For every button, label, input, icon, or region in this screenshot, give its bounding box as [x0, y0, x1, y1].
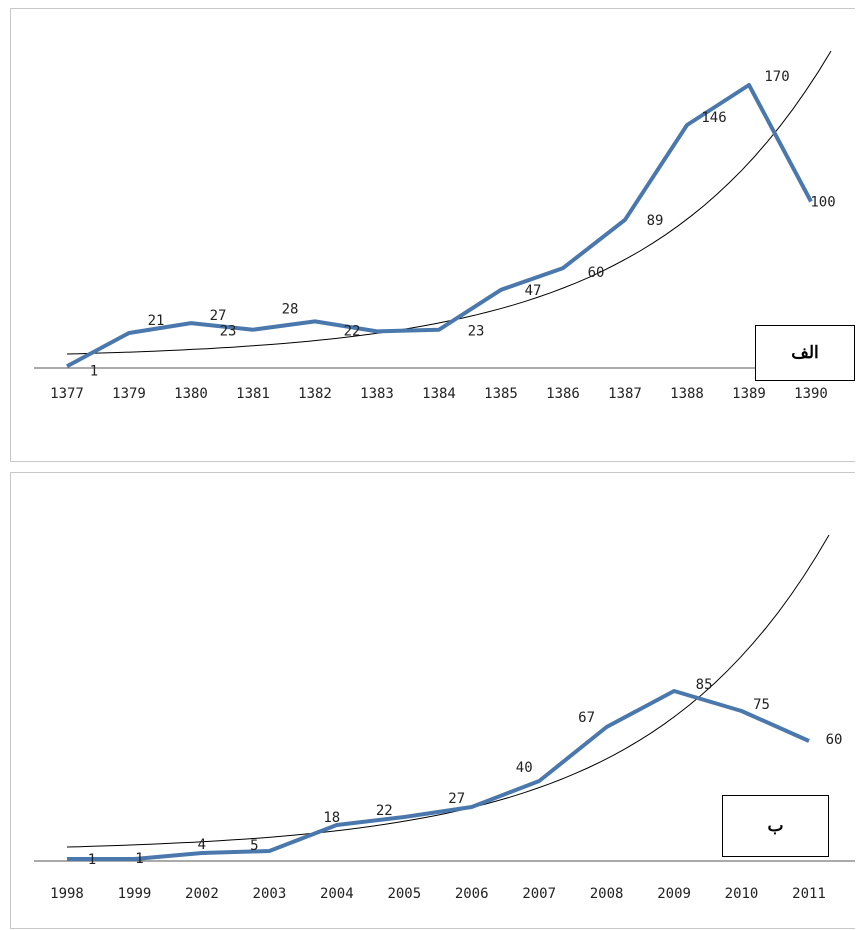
data-label: 170 — [764, 69, 789, 85]
data-label: 146 — [701, 110, 726, 126]
data-label: 23 — [468, 324, 485, 340]
x-tick-label: 1389 — [732, 386, 766, 402]
panel-label-a: الف — [755, 325, 855, 381]
x-tick-label: 1377 — [50, 386, 84, 402]
x-tick-label: 1383 — [360, 386, 394, 402]
x-tick-label: 1385 — [484, 386, 518, 402]
x-tick-label: 2004 — [320, 886, 354, 902]
panel-label-b: ب — [722, 795, 829, 857]
x-tick-label: 1380 — [174, 386, 208, 402]
data-label: 75 — [753, 697, 770, 713]
x-tick-label: 2002 — [185, 886, 219, 902]
trendline — [66, 534, 830, 848]
data-label: 27 — [210, 308, 227, 324]
x-tick-label: 2010 — [725, 886, 759, 902]
x-tick-label: 2007 — [522, 886, 556, 902]
data-label: 1 — [88, 852, 96, 868]
trendline — [66, 50, 832, 355]
chart-panel-a: 1 21 27 23 28 22 23 47 60 89 146 170 100 1377 1379 1380… — [10, 8, 855, 462]
data-label: 1 — [90, 363, 98, 379]
data-label: 18 — [323, 810, 340, 826]
data-label: 1 — [135, 851, 143, 867]
x-tick-label: 1381 — [236, 386, 270, 402]
data-label: 21 — [148, 313, 165, 329]
data-label: 22 — [376, 803, 393, 819]
data-label: 27 — [448, 791, 465, 807]
chart-panel-b: 1 1 4 5 18 22 27 40 67 85 75 60 1998 1999 2002 2003 2004… — [10, 472, 855, 929]
x-tick-label: 2005 — [387, 886, 421, 902]
data-series-line — [66, 83, 813, 369]
x-tick-label: 1998 — [50, 886, 84, 902]
x-tick-label: 1387 — [608, 386, 642, 402]
x-tick-label: 2009 — [657, 886, 691, 902]
data-label: 60 — [588, 265, 605, 281]
data-label: 4 — [198, 837, 206, 853]
x-tick-label: 1999 — [118, 886, 152, 902]
chart-b-svg: 1 1 4 5 18 22 27 40 67 85 75 60 1998 1999 2002 2003 2004… — [34, 534, 855, 902]
data-label: 67 — [578, 710, 595, 726]
data-label: 89 — [647, 213, 664, 229]
x-tick-label: 1384 — [422, 386, 456, 402]
x-tick-label: 1382 — [298, 386, 332, 402]
data-label: 28 — [282, 301, 299, 317]
data-label: 60 — [826, 732, 843, 748]
data-label: 5 — [250, 838, 258, 854]
x-tick-label: 2003 — [253, 886, 287, 902]
x-tick-label: 1388 — [670, 386, 704, 402]
x-tick-label: 2011 — [792, 886, 826, 902]
x-tick-label: 1386 — [546, 386, 580, 402]
x-tick-label: 1379 — [112, 386, 146, 402]
data-series-line — [67, 689, 810, 861]
data-label: 47 — [525, 283, 542, 299]
x-tick-label: 1390 — [794, 386, 828, 402]
data-label: 85 — [696, 677, 713, 693]
x-tick-label: 2006 — [455, 886, 489, 902]
data-label: 22 — [344, 323, 361, 339]
data-label: 100 — [810, 195, 835, 211]
data-label: 40 — [516, 760, 533, 776]
data-label: 23 — [220, 324, 237, 340]
x-tick-label: 2008 — [590, 886, 624, 902]
